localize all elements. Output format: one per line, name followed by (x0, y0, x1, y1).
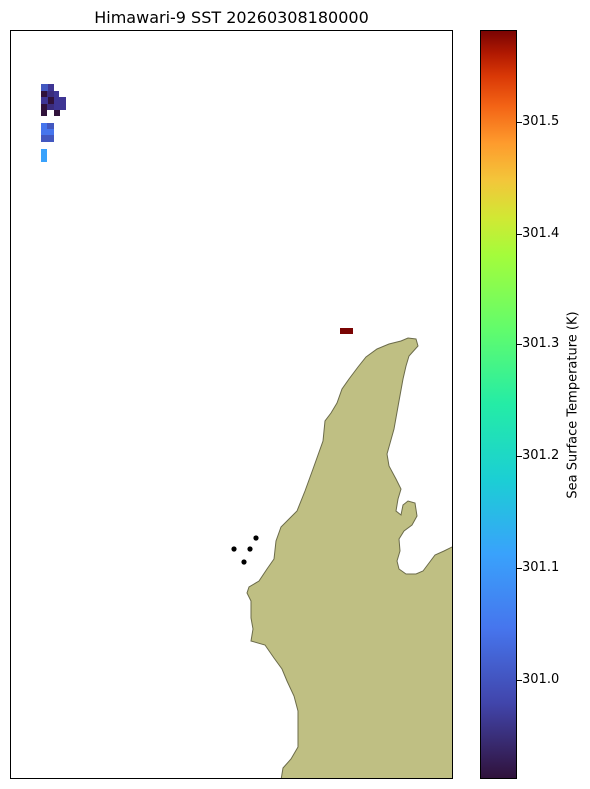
colorbar-tick-label: 301.1 (522, 560, 560, 575)
land-peninsula (246, 337, 452, 778)
station-markers (231, 535, 259, 565)
station-marker (253, 535, 259, 541)
station-marker (241, 559, 247, 565)
colorbar-tick (517, 344, 522, 345)
sst-pixel-cluster-cold (41, 84, 66, 162)
sst-pixel-warm (340, 328, 353, 334)
colorbar-tick-label: 301.2 (522, 448, 560, 463)
colorbar-tick-label: 301.4 (522, 226, 560, 241)
colorbar-tick-label: 301.0 (522, 672, 560, 687)
colorbar-tick (517, 456, 522, 457)
map-title: Himawari-9 SST 20260308180000 (94, 8, 369, 27)
map-canvas (41, 84, 452, 778)
station-marker (231, 546, 237, 552)
colorbar-tick-label: 301.5 (522, 114, 560, 129)
colorbar-tick (517, 122, 522, 123)
colorbar-label: Sea Surface Temperature (K) (565, 311, 581, 499)
colorbar (480, 30, 517, 779)
colorbar-tick (517, 234, 522, 235)
colorbar-tick-label: 301.3 (522, 336, 560, 351)
colorbar-tick (517, 680, 522, 681)
colorbar-tick (517, 568, 522, 569)
station-marker (247, 546, 253, 552)
map-panel (10, 30, 453, 779)
